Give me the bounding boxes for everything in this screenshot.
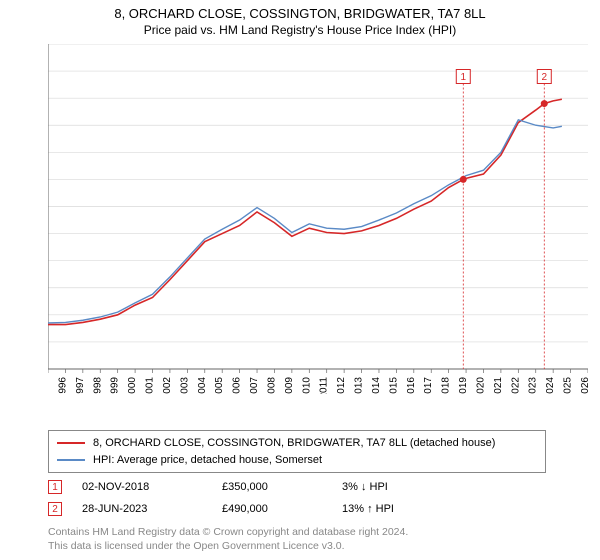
price-chart: £0£50K£100K£150K£200K£250K£300K£350K£400… bbox=[48, 44, 588, 394]
svg-text:2012: 2012 bbox=[336, 377, 347, 394]
series-property bbox=[48, 99, 562, 324]
svg-text:1999: 1999 bbox=[110, 377, 121, 394]
attribution-line2: This data is licensed under the Open Gov… bbox=[48, 540, 408, 554]
svg-text:2016: 2016 bbox=[406, 377, 417, 394]
svg-text:2020: 2020 bbox=[475, 377, 486, 394]
svg-text:2: 2 bbox=[541, 72, 547, 83]
svg-text:2015: 2015 bbox=[388, 377, 399, 394]
chart-subtitle: Price paid vs. HM Land Registry's House … bbox=[0, 23, 600, 41]
sale-marker-icon: 2 bbox=[48, 502, 62, 516]
svg-text:2008: 2008 bbox=[266, 377, 277, 394]
svg-text:2000: 2000 bbox=[127, 377, 138, 394]
svg-text:1: 1 bbox=[460, 72, 466, 83]
legend: 8, ORCHARD CLOSE, COSSINGTON, BRIDGWATER… bbox=[48, 430, 546, 473]
svg-text:1995: 1995 bbox=[48, 377, 51, 394]
svg-text:2019: 2019 bbox=[458, 377, 469, 394]
svg-text:2007: 2007 bbox=[249, 377, 260, 394]
sale-row: 1 02-NOV-2018 £350,000 3% ↓ HPI bbox=[48, 476, 568, 498]
legend-label: 8, ORCHARD CLOSE, COSSINGTON, BRIDGWATER… bbox=[93, 435, 495, 452]
svg-text:2023: 2023 bbox=[528, 377, 539, 394]
svg-text:2018: 2018 bbox=[441, 377, 452, 394]
sale-price: £490,000 bbox=[222, 503, 322, 515]
legend-row: HPI: Average price, detached house, Some… bbox=[57, 452, 537, 469]
sale-hpi-diff: 3% ↓ HPI bbox=[342, 481, 462, 493]
svg-text:2026: 2026 bbox=[580, 377, 588, 394]
svg-text:2003: 2003 bbox=[179, 377, 190, 394]
sale-price: £350,000 bbox=[222, 481, 322, 493]
sale-hpi-diff: 13% ↑ HPI bbox=[342, 503, 462, 515]
svg-text:1996: 1996 bbox=[57, 377, 68, 394]
svg-text:2009: 2009 bbox=[284, 377, 295, 394]
attribution: Contains HM Land Registry data © Crown c… bbox=[48, 526, 408, 553]
sale-date: 02-NOV-2018 bbox=[82, 481, 202, 493]
svg-text:2010: 2010 bbox=[301, 377, 312, 394]
svg-text:2005: 2005 bbox=[214, 377, 225, 394]
series-hpi bbox=[48, 120, 562, 323]
sale-date: 28-JUN-2023 bbox=[82, 503, 202, 515]
legend-swatch bbox=[57, 459, 85, 461]
svg-text:1998: 1998 bbox=[92, 377, 103, 394]
svg-text:2022: 2022 bbox=[510, 377, 521, 394]
svg-text:2021: 2021 bbox=[493, 377, 504, 394]
svg-text:2004: 2004 bbox=[197, 377, 208, 394]
sale-row: 2 28-JUN-2023 £490,000 13% ↑ HPI bbox=[48, 498, 568, 520]
svg-text:2001: 2001 bbox=[145, 377, 156, 394]
legend-row: 8, ORCHARD CLOSE, COSSINGTON, BRIDGWATER… bbox=[57, 435, 537, 452]
attribution-line1: Contains HM Land Registry data © Crown c… bbox=[48, 526, 408, 540]
svg-text:2024: 2024 bbox=[545, 377, 556, 394]
legend-swatch bbox=[57, 442, 85, 444]
svg-text:2002: 2002 bbox=[162, 377, 173, 394]
svg-text:2025: 2025 bbox=[563, 377, 574, 394]
svg-text:2011: 2011 bbox=[319, 377, 330, 394]
sale-table: 1 02-NOV-2018 £350,000 3% ↓ HPI 2 28-JUN-2023… bbox=[48, 476, 568, 520]
svg-text:1997: 1997 bbox=[75, 377, 86, 394]
chart-title: 8, ORCHARD CLOSE, COSSINGTON, BRIDGWATER… bbox=[0, 0, 600, 23]
sale-marker-icon: 1 bbox=[48, 480, 62, 494]
svg-text:2013: 2013 bbox=[354, 377, 365, 394]
svg-text:2017: 2017 bbox=[423, 377, 434, 394]
legend-label: HPI: Average price, detached house, Some… bbox=[93, 452, 322, 469]
svg-text:2014: 2014 bbox=[371, 377, 382, 394]
svg-text:2006: 2006 bbox=[232, 377, 243, 394]
